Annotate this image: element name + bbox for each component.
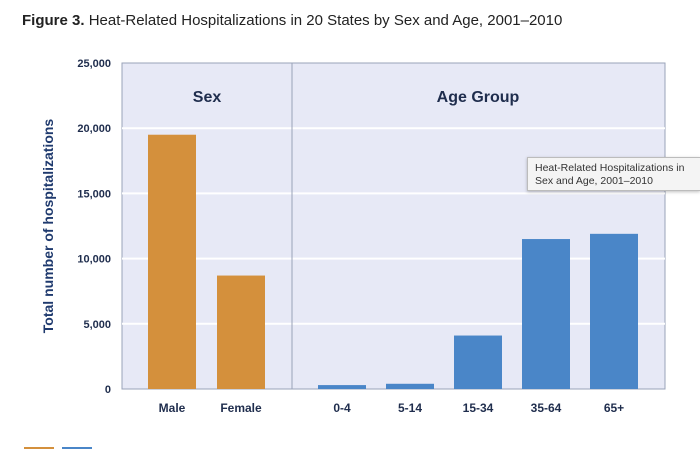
- legend-marks: [24, 436, 100, 454]
- bar: [148, 134, 196, 389]
- y-axis-title: Total number of hospitalizations: [40, 119, 56, 334]
- tooltip-line-1: Heat-Related Hospitalizations in: [535, 162, 685, 174]
- x-tick-label: 5-14: [398, 401, 422, 415]
- chart: 0 5,000 10,000 15,000 20,000 25,000 Total numb…: [40, 58, 666, 415]
- tooltip-line-2: Sex and Age, 2001–2010: [535, 175, 653, 187]
- tooltip: Heat-Related Hospitalizations in Sex and…: [527, 157, 700, 191]
- x-tick-label: 65+: [604, 401, 624, 415]
- y-tick-label: 20,000: [77, 123, 111, 135]
- y-tick-label: 25,000: [77, 58, 111, 70]
- y-tick-label: 5,000: [83, 319, 111, 331]
- legend-swatch-age: [62, 447, 92, 449]
- panel-title: Age Group: [437, 89, 520, 106]
- y-tick-label: 0: [105, 384, 111, 396]
- x-tick-label: Male: [159, 401, 186, 415]
- y-tick-label: 10,000: [77, 254, 111, 266]
- figure-label: Figure 3.: [22, 12, 85, 29]
- y-tick-label: 15,000: [77, 188, 111, 200]
- plot-area: [121, 62, 666, 390]
- bar: [217, 275, 265, 389]
- figure-title: Figure 3. Heat-Related Hospitalizations …: [22, 12, 562, 29]
- bar: [522, 239, 570, 389]
- bar: [318, 385, 366, 389]
- x-tick-label: 15-34: [463, 401, 494, 415]
- x-tick-label: 35-64: [531, 401, 562, 415]
- panel-title: Sex: [193, 89, 222, 106]
- legend-swatch-sex: [24, 447, 54, 449]
- bar: [590, 233, 638, 389]
- bar: [386, 383, 434, 389]
- bar: [454, 335, 502, 389]
- x-tick-label: 0-4: [333, 401, 351, 415]
- figure-title-text: Heat-Related Hospitalizations in 20 Stat…: [88, 12, 563, 29]
- x-tick-label: Female: [220, 401, 262, 415]
